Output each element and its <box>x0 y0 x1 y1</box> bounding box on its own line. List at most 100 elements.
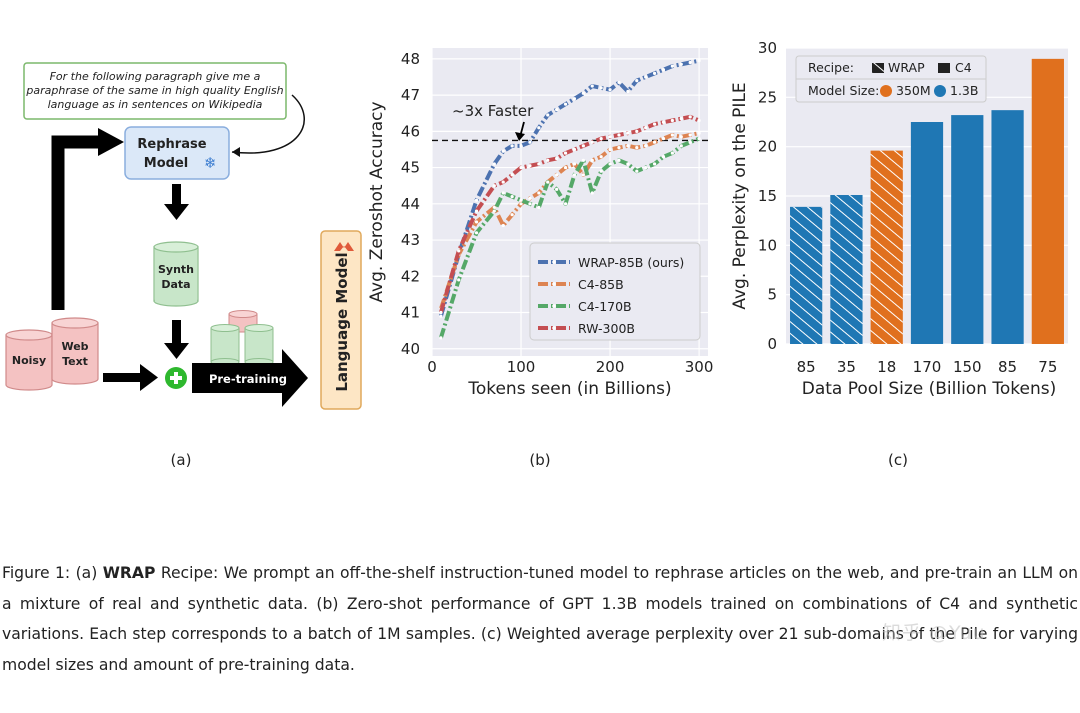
series-wrap-85b-ours-point <box>670 64 674 68</box>
series-c4-85b-point <box>644 144 648 148</box>
series-rw-300b-point <box>519 165 523 170</box>
web-to-model-arrow <box>51 135 100 310</box>
prompt-line-3: language as in sentences on Wikipedia <box>48 98 263 111</box>
language-model-label: Language Model <box>333 252 351 391</box>
xtick-c-2: 18 <box>877 358 896 376</box>
series-c4-170b-point <box>590 191 594 195</box>
series-rw-300b-point <box>537 162 541 166</box>
series-rw-300b-point <box>492 184 496 188</box>
plot-b-ylabel: Avg. Zeroshot Accuracy <box>367 101 387 302</box>
figure-caption: Figure 1: (a) WRAP Recipe: We prompt an … <box>2 558 1078 680</box>
ytick-b-48: 48 <box>401 50 420 68</box>
series-rw-300b-point <box>590 140 594 144</box>
ytick-b-43: 43 <box>401 231 420 249</box>
series-rw-300b-point <box>626 131 630 135</box>
legend-b-rw-300b-marker <box>552 326 556 330</box>
series-c4-85b-point <box>528 196 532 200</box>
legend-b-wrap-85b-ours-label: WRAP-85B (ours) <box>578 255 684 270</box>
series-wrap-85b-ours-point <box>661 68 666 72</box>
xtick-c-6: 75 <box>1038 358 1057 376</box>
series-wrap-85b-ours-point <box>501 149 505 153</box>
xtick-c-3: 170 <box>913 358 942 376</box>
series-c4-170b-point <box>679 144 683 148</box>
series-c4-170b-point <box>563 202 568 206</box>
series-c4-170b-point <box>599 169 603 173</box>
series-wrap-85b-ours-point <box>474 198 479 202</box>
series-rw-300b-point <box>608 135 612 139</box>
series-wrap-85b-ours-point <box>537 126 541 130</box>
series-rw-300b-point <box>697 118 701 123</box>
xtick-b-0: 0 <box>427 358 437 376</box>
ytick-b-40: 40 <box>401 340 420 358</box>
plot-c-xticks: 85 35 18 170 150 85 75 <box>797 358 1058 376</box>
series-wrap-85b-ours-point <box>492 162 496 166</box>
series-c4-85b-point <box>474 220 479 224</box>
series-rw-300b-point <box>617 133 621 137</box>
legend-b-c4-170b-marker <box>552 304 556 308</box>
series-c4-170b-point <box>608 162 612 166</box>
model-to-synth-arrow <box>172 184 181 204</box>
series-c4-85b-point <box>537 191 541 195</box>
series-c4-85b-point <box>608 147 612 152</box>
series-c4-170b-point <box>670 151 674 155</box>
caption-prefix: Figure 1: (a) <box>2 564 103 582</box>
ytick-c-20: 20 <box>758 138 777 156</box>
bar-3 <box>910 122 944 344</box>
series-c4-85b-point <box>510 213 514 217</box>
legend-b-rw-300b-label: RW-300B <box>578 321 635 336</box>
web-text-label-2: Text <box>62 355 88 368</box>
plot-b-legend <box>529 242 701 341</box>
panel-a-diagram: For the following paragraph give me a pa… <box>5 62 362 469</box>
web-to-model-arrow-head <box>98 128 124 156</box>
xtick-b-100: 100 <box>507 358 536 376</box>
panel-c-label: (c) <box>888 451 908 469</box>
synth-to-plus-arrow <box>172 320 181 344</box>
ytick-c-15: 15 <box>758 187 777 205</box>
legend-c4-swatch <box>938 63 950 73</box>
series-rw-300b-point <box>688 115 692 119</box>
series-rw-300b-point <box>501 180 505 184</box>
rephrase-model-label-2: Model <box>144 156 188 171</box>
series-c4-170b-point <box>644 165 648 170</box>
plot-b-series <box>438 58 701 340</box>
panel-a-label: (a) <box>171 451 192 469</box>
series-c4-85b-point <box>555 173 559 177</box>
snowflake-icon: ❄ <box>204 154 217 172</box>
series-wrap-85b-ours-point <box>555 108 559 112</box>
figure: For the following paragraph give me a pa… <box>5 39 1068 469</box>
language-model-box <box>320 230 362 410</box>
series-wrap-85b-ours-point <box>679 62 683 66</box>
series-c4-170b-point <box>519 198 523 202</box>
noisy-cylinder <box>5 329 53 391</box>
legend-b-wrap-85b-ours-marker <box>552 260 556 264</box>
ytick-c-5: 5 <box>767 286 777 304</box>
series-wrap-85b-ours-point <box>697 59 701 63</box>
legend-b-c4-85b-marker <box>552 282 556 286</box>
series-c4-170b-point <box>688 140 692 144</box>
mixed-data-cylinders <box>210 310 274 366</box>
series-rw-300b-point <box>555 156 559 161</box>
series-wrap-85b-ours-point <box>546 113 550 117</box>
series-wrap-85b-ours-point <box>635 79 639 83</box>
series-c4-85b-point <box>679 135 683 139</box>
synth-data-label-2: Data <box>161 278 190 291</box>
series-rw-300b-point <box>546 158 550 162</box>
series-c4-85b-point <box>590 158 594 162</box>
panel-b-label: (b) <box>529 451 550 469</box>
series-c4-85b-point <box>501 223 505 228</box>
series-rw-300b-point <box>474 209 479 213</box>
series-c4-85b-point <box>563 165 568 170</box>
prompt-line-1: For the following paragraph give me a <box>50 70 261 83</box>
series-wrap-85b-ours-point <box>572 97 577 101</box>
rephrase-model-box <box>124 126 230 180</box>
series-wrap-85b-ours-point <box>581 91 585 95</box>
series-c4-170b-point <box>617 158 621 162</box>
series-rw-300b-point <box>581 144 585 148</box>
web-to-plus-arrow <box>103 373 141 382</box>
pretraining-arrow-head <box>282 349 308 407</box>
series-rw-300b-point <box>510 173 514 177</box>
plot-c-ylabel: Avg. Perplexity on the PILE <box>730 82 750 309</box>
caption-bold: WRAP <box>102 564 156 582</box>
plot-c-yticks: 0 5 10 15 20 25 30 <box>758 39 777 353</box>
series-c4-170b-point <box>474 231 479 235</box>
